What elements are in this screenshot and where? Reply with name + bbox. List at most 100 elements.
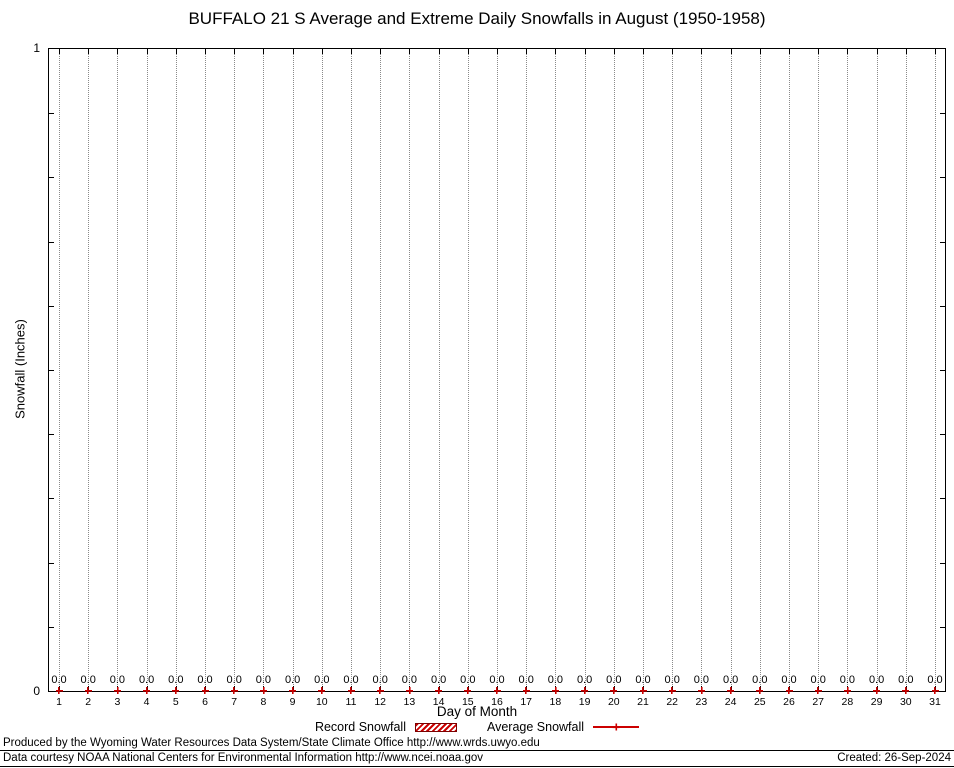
y-minor-tick [49, 434, 54, 436]
gridline [409, 49, 411, 691]
gridline [351, 49, 352, 691]
legend-label-record: Record Snowfall [314, 720, 406, 734]
y-minor-tick [940, 498, 945, 500]
y-minor-tick [49, 498, 54, 500]
x-tick-mark [234, 49, 236, 54]
x-tick-label: 21 [637, 696, 649, 708]
value-label: 0.0 [839, 674, 856, 686]
plot-area: 0.0 1 0.0 2 0.0 3 0.0 4 0.0 5 0.0 6 0.0 7 0.0 8 0.0 9 0.0 1… [48, 48, 946, 708]
value-label: 0.0 [401, 674, 418, 686]
gridline [759, 49, 761, 691]
gridline [146, 49, 148, 691]
value-label: 0.0 [168, 674, 184, 686]
value-label: 0.0 [752, 674, 768, 686]
value-label: 0.0 [781, 674, 797, 686]
data-point-marker [668, 687, 676, 694]
y-minor-tick [49, 305, 54, 307]
x-tick-mark [643, 49, 644, 54]
gridline [175, 49, 177, 691]
x-tick-label: 6 [202, 696, 208, 708]
x-tick-label: 1 [56, 696, 62, 708]
data-point-marker [347, 687, 355, 694]
value-label: 0.0 [518, 674, 534, 686]
y-minor-tick [49, 113, 54, 115]
x-tick-label: 24 [724, 696, 737, 708]
x-tick-mark [351, 49, 352, 54]
gridline [497, 49, 498, 691]
x-tick-mark [146, 49, 148, 54]
gridline [263, 49, 265, 691]
data-point-marker [376, 687, 384, 694]
gridline [526, 49, 528, 691]
data-point-marker [289, 687, 297, 694]
value-label: 0.0 [810, 674, 826, 686]
x-tick-mark [263, 49, 265, 54]
gridline [59, 49, 60, 691]
x-tick-mark [818, 49, 820, 54]
x-tick-mark [701, 49, 703, 54]
gridline [234, 49, 236, 691]
x-tick-label: 30 [899, 696, 912, 708]
data-point-marker [318, 687, 326, 694]
gridline [380, 49, 382, 691]
data-point-marker [843, 687, 851, 694]
value-label: 0.0 [722, 674, 739, 686]
data-point-marker [697, 687, 705, 694]
data-point-marker [727, 687, 735, 694]
value-label: 0.0 [372, 674, 388, 686]
gridline [438, 49, 440, 691]
x-tick-label: 7 [231, 696, 238, 708]
data-point-marker [464, 687, 472, 694]
y-axis-label: Snowfall (Inches) [12, 319, 28, 419]
x-tick-label: 5 [172, 696, 179, 708]
chart-title: BUFFALO 21 S Average and Extreme Daily S… [188, 9, 766, 28]
x-tick-label: 16 [491, 696, 503, 708]
x-tick-mark [292, 49, 294, 54]
data-point-marker [172, 687, 180, 694]
value-label: 0.0 [80, 674, 96, 686]
y-minor-tick [940, 370, 945, 371]
x-tick-label: 3 [114, 696, 121, 708]
data-point-marker [259, 687, 267, 694]
x-tick-mark [672, 49, 674, 54]
x-tick-mark [59, 49, 60, 54]
gridline [555, 49, 557, 691]
gridline [876, 49, 878, 691]
x-tick-mark [117, 49, 119, 54]
gridline [117, 49, 119, 691]
x-tick-label: 13 [403, 696, 416, 708]
x-tick-mark [380, 49, 382, 54]
gridline [321, 49, 323, 691]
gridline [672, 49, 674, 691]
y-minor-tick [940, 626, 945, 628]
value-label: 0.0 [898, 674, 914, 686]
data-point-marker [435, 687, 443, 694]
x-tick-mark [497, 49, 498, 54]
data-point-marker [551, 687, 559, 694]
x-tick-mark [935, 49, 936, 54]
x-tick-mark [905, 49, 907, 54]
x-tick-mark [555, 49, 557, 54]
data-point-marker [493, 687, 501, 694]
y-minor-tick [940, 434, 945, 436]
x-tick-label: 17 [520, 696, 533, 708]
y-minor-tick [940, 177, 945, 179]
average-snowfall-marker [593, 723, 640, 731]
data-point-marker [581, 687, 589, 694]
y-minor-tick [49, 562, 54, 564]
footer-produced-by: Produced by the Wyoming Water Resources … [3, 737, 540, 749]
value-label: 0.0 [606, 674, 622, 686]
gridline [789, 49, 790, 691]
x-tick-mark [789, 49, 790, 54]
value-label: 0.0 [693, 674, 710, 686]
value-label: 0.0 [547, 674, 564, 686]
data-point-marker [756, 687, 764, 694]
value-label: 0.0 [51, 674, 67, 686]
data-point-marker [405, 687, 413, 694]
y-minor-tick [49, 241, 54, 243]
data-point-marker [84, 687, 92, 694]
data-point-marker [902, 687, 910, 694]
value-label: 0.0 [927, 674, 943, 686]
value-label: 0.0 [226, 674, 242, 686]
data-point-marker [522, 687, 530, 694]
